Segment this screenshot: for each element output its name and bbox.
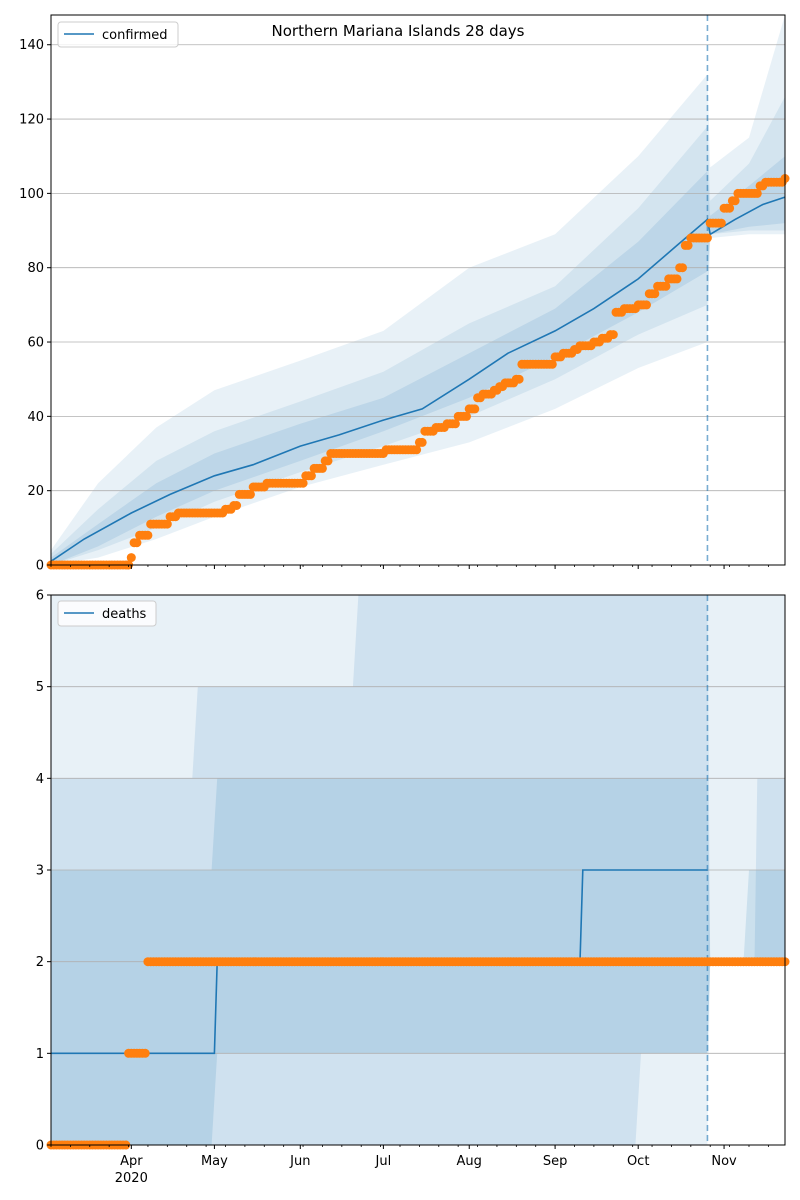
legend-box xyxy=(57,600,157,627)
observed-point xyxy=(752,188,762,198)
confirmed-x-axis xyxy=(50,565,769,569)
x-tick-label: May xyxy=(201,1154,228,1169)
y-tick-label: 3 xyxy=(36,864,44,879)
y-tick-label: 1 xyxy=(36,1047,44,1062)
y-tick-label: 80 xyxy=(27,261,44,276)
legend-entry-deaths: deaths xyxy=(102,607,147,622)
deaths-x-axis: Apr 2020 May Jun Jul Aug Sep Oct Nov xyxy=(50,1145,769,1186)
x-tick-label: Sep xyxy=(543,1154,568,1169)
observed-point xyxy=(450,419,460,429)
chart-title: Northern Mariana Islands 28 days xyxy=(272,22,525,40)
confirmed-legend: confirmed xyxy=(57,21,179,48)
confirmed-observed-points xyxy=(46,174,790,570)
confirmed-uncertainty-bands xyxy=(51,15,785,566)
observed-point xyxy=(678,263,687,273)
observed-point xyxy=(140,1048,150,1058)
y-tick-label: 120 xyxy=(19,113,44,128)
observed-point xyxy=(317,463,327,473)
x-tick-label: Apr xyxy=(120,1154,143,1169)
y-tick-label: 0 xyxy=(36,1139,44,1154)
x-tick-label: Oct xyxy=(627,1154,649,1169)
x-tick-label: Nov xyxy=(711,1154,737,1169)
observed-point xyxy=(650,289,660,299)
observed-point xyxy=(702,233,712,243)
deaths-observed-points xyxy=(46,957,790,1150)
confirmed-y-axis: 0 20 40 60 80 100 120 140 xyxy=(19,38,51,574)
deaths-panel: 0 1 2 3 4 5 6 Apr 2020 May Jun Jul Aug Sep Oct Nov dea… xyxy=(36,589,790,1186)
axes-frame xyxy=(50,14,786,566)
model-line xyxy=(50,196,786,562)
observed-point xyxy=(725,203,735,213)
y-tick-label: 60 xyxy=(27,336,44,351)
x-tick-label: Jul xyxy=(375,1154,392,1169)
deaths-y-axis: 0 1 2 3 4 5 6 xyxy=(36,589,51,1154)
observed-point xyxy=(514,374,524,384)
observed-point xyxy=(417,437,427,447)
legend-entry-confirmed: confirmed xyxy=(102,28,168,43)
observed-point xyxy=(245,489,255,499)
y-tick-label: 140 xyxy=(19,38,44,53)
observed-point xyxy=(132,538,142,548)
observed-point xyxy=(143,530,153,540)
confirmed-panel: 0 20 40 60 80 100 120 140 Northern Mariana Isla… xyxy=(19,14,790,574)
y-tick-label: 2 xyxy=(36,955,44,970)
y-tick-label: 5 xyxy=(36,680,44,695)
observed-point xyxy=(683,240,693,250)
observed-point xyxy=(716,218,726,228)
x-tick-label: Jun xyxy=(289,1154,310,1169)
y-tick-label: 6 xyxy=(36,589,44,604)
confirmed-axes xyxy=(50,14,786,566)
observed-point xyxy=(661,281,671,291)
observed-point xyxy=(730,196,740,206)
observed-point xyxy=(306,471,316,481)
observed-point xyxy=(547,359,557,369)
x-tick-label: Aug xyxy=(457,1154,482,1169)
confirmed-model-line xyxy=(50,196,786,562)
y-tick-label: 100 xyxy=(19,187,44,202)
uncertainty-band-middle xyxy=(51,96,785,566)
y-tick-label: 40 xyxy=(27,410,44,425)
observed-point xyxy=(672,274,682,284)
y-tick-label: 4 xyxy=(36,772,44,787)
x-tick-year-label: 2020 xyxy=(115,1171,148,1186)
observed-point xyxy=(162,519,172,529)
observed-point xyxy=(642,300,651,310)
y-tick-label: 0 xyxy=(36,559,44,574)
observed-point xyxy=(608,330,618,340)
observed-point xyxy=(126,553,136,563)
deaths-legend: deaths xyxy=(57,600,157,627)
observed-point xyxy=(298,478,308,488)
observed-point xyxy=(470,404,480,414)
uncertainty-band-outer xyxy=(51,15,785,565)
observed-point xyxy=(323,456,333,466)
observed-point xyxy=(462,411,471,421)
y-tick-label: 20 xyxy=(27,484,44,499)
uncertainty-band-inner xyxy=(51,156,785,565)
observed-point xyxy=(412,445,422,455)
observed-point xyxy=(232,501,242,510)
legend-box xyxy=(57,21,179,48)
